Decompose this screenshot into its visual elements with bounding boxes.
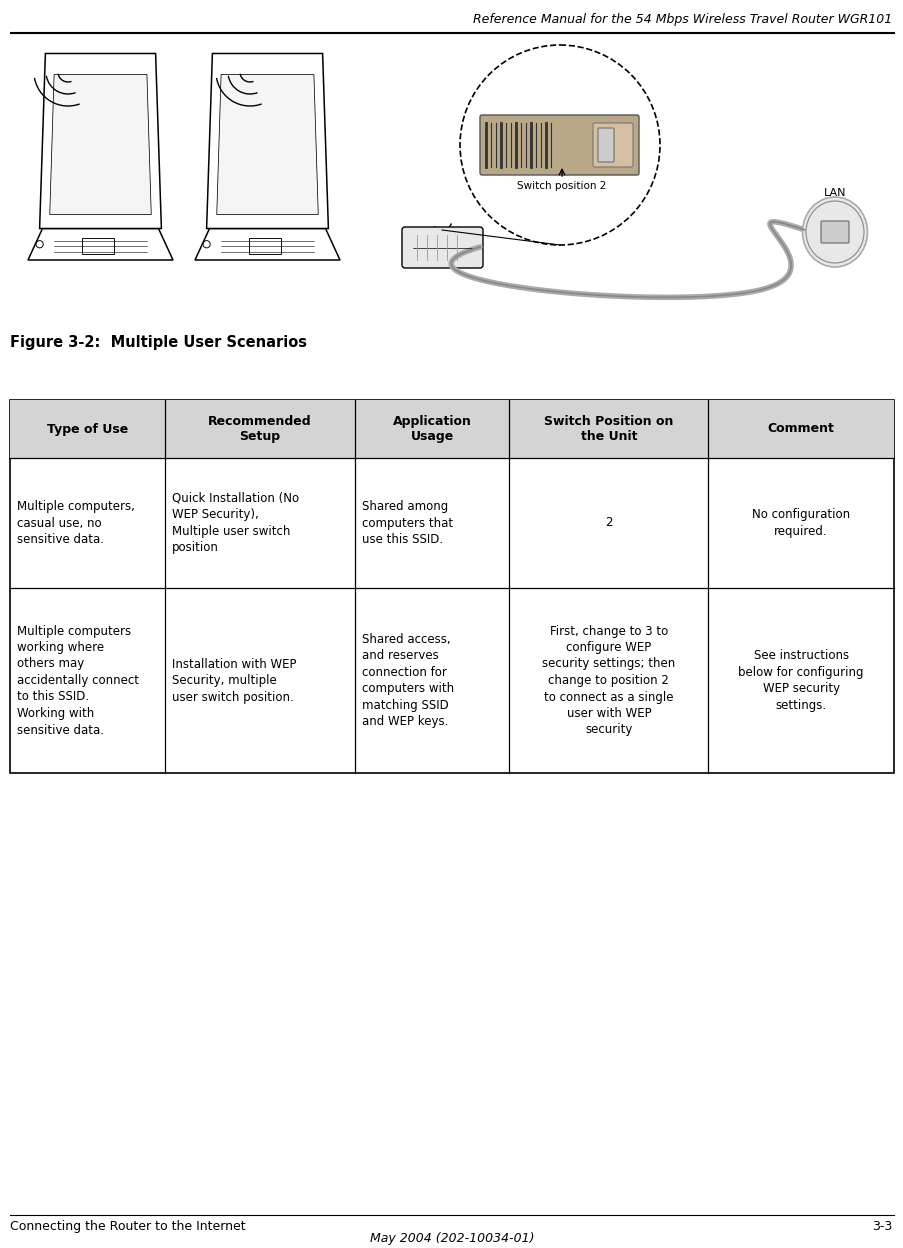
Text: Switch position 2: Switch position 2 xyxy=(517,181,606,191)
Polygon shape xyxy=(50,75,151,215)
FancyBboxPatch shape xyxy=(592,124,632,167)
Polygon shape xyxy=(207,54,328,228)
Text: Comment: Comment xyxy=(767,423,833,436)
Text: Installation with WEP
Security, multiple
user switch position.: Installation with WEP Security, multiple… xyxy=(172,658,296,704)
Text: Recommended
Setup: Recommended Setup xyxy=(208,416,312,443)
Text: No configuration
required.: No configuration required. xyxy=(751,508,850,538)
Text: Figure 3-2:  Multiple User Scenarios: Figure 3-2: Multiple User Scenarios xyxy=(10,334,307,349)
Text: Quick Installation (No
WEP Security),
Multiple user switch
position: Quick Installation (No WEP Security), Mu… xyxy=(172,492,299,554)
Text: Switch Position on
the Unit: Switch Position on the Unit xyxy=(544,416,673,443)
FancyBboxPatch shape xyxy=(598,129,613,162)
Text: 2: 2 xyxy=(604,517,612,529)
Text: May 2004 (202-10034-01): May 2004 (202-10034-01) xyxy=(369,1232,534,1246)
FancyBboxPatch shape xyxy=(820,221,848,243)
Text: Application
Usage: Application Usage xyxy=(392,416,471,443)
FancyBboxPatch shape xyxy=(479,115,638,175)
Text: Connecting the Router to the Internet: Connecting the Router to the Internet xyxy=(10,1221,246,1233)
Polygon shape xyxy=(10,401,893,458)
Text: LAN: LAN xyxy=(823,188,845,198)
FancyBboxPatch shape xyxy=(402,227,482,268)
Ellipse shape xyxy=(802,197,867,267)
Text: First, change to 3 to
configure WEP
security settings; then
change to position 2: First, change to 3 to configure WEP secu… xyxy=(542,624,675,736)
Text: 3-3: 3-3 xyxy=(870,1221,891,1233)
Text: Multiple computers,
casual use, no
sensitive data.: Multiple computers, casual use, no sensi… xyxy=(17,500,135,547)
Text: Multiple computers
working where
others may
accidentally connect
to this SSID.
W: Multiple computers working where others … xyxy=(17,624,139,736)
Polygon shape xyxy=(217,75,318,215)
Text: Shared among
computers that
use this SSID.: Shared among computers that use this SSI… xyxy=(361,500,452,547)
Text: Type of Use: Type of Use xyxy=(47,423,128,436)
Text: Reference Manual for the 54 Mbps Wireless Travel Router WGR101: Reference Manual for the 54 Mbps Wireles… xyxy=(472,12,891,26)
Text: Shared access,
and reserves
connection for
computers with
matching SSID
and WEP : Shared access, and reserves connection f… xyxy=(361,633,453,729)
Polygon shape xyxy=(40,54,162,228)
Text: See instructions
below for configuring
WEP security
settings.: See instructions below for configuring W… xyxy=(738,649,863,711)
